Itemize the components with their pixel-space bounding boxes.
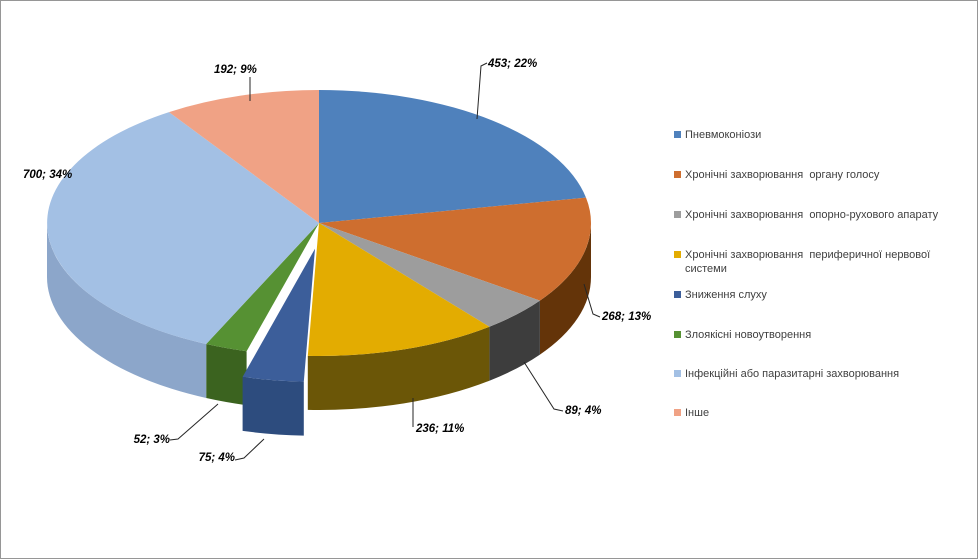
legend-swatch bbox=[674, 291, 681, 298]
data-label: 700; 34% bbox=[23, 169, 72, 181]
legend-item[interactable]: Хронічні захворювання органу голосу bbox=[674, 168, 967, 182]
legend-label: Інше bbox=[685, 407, 710, 419]
legend-item[interactable]: Інше bbox=[674, 406, 967, 420]
label-leader-line bbox=[583, 283, 601, 318]
pie-slice-wall bbox=[489, 300, 540, 381]
legend-item[interactable]: Хронічні захворювання периферичної нерво… bbox=[674, 248, 967, 276]
pie-slice[interactable] bbox=[319, 197, 592, 301]
legend-item[interactable]: Злоякісні новоутворення bbox=[674, 328, 967, 342]
legend-label: Хронічні захворювання органу голосу bbox=[685, 169, 880, 181]
legend-swatch bbox=[674, 370, 681, 377]
legend-label: Зниження слуху bbox=[685, 289, 767, 301]
legend-swatch bbox=[674, 131, 681, 138]
legend-item[interactable]: Хронічні захворювання опорно-рухового ап… bbox=[674, 208, 967, 222]
pie-slice[interactable] bbox=[307, 223, 490, 357]
pie-slice-wall bbox=[242, 376, 304, 436]
legend-item[interactable]: Зниження слуху bbox=[674, 288, 967, 302]
pie-slice[interactable] bbox=[47, 112, 320, 344]
data-label: 52; 3% bbox=[134, 434, 170, 446]
legend-label: Хронічні захворювання опорно-рухового ап… bbox=[685, 209, 939, 221]
legend-swatch bbox=[674, 171, 681, 178]
pie-slice[interactable] bbox=[319, 90, 586, 223]
label-leader-line bbox=[476, 62, 488, 120]
label-leader-line bbox=[523, 361, 564, 412]
legend-swatch bbox=[674, 331, 681, 338]
legend-label: Хронічні захворювання периферичної нерво… bbox=[685, 249, 931, 275]
pie-slice[interactable] bbox=[319, 223, 540, 327]
data-label: 236; 11% bbox=[415, 423, 464, 435]
label-leader-line bbox=[234, 438, 265, 461]
pie-slice[interactable] bbox=[206, 223, 319, 352]
data-label: 453; 22% bbox=[487, 58, 537, 70]
legend-item[interactable]: Пневмоконіози bbox=[674, 128, 967, 142]
pie-slice-wall bbox=[307, 326, 490, 411]
legend-label: Інфекційні або паразитарні захворювання bbox=[685, 368, 900, 380]
legend-item[interactable]: Інфекційні або паразитарні захворювання bbox=[674, 367, 967, 381]
legend-swatch bbox=[674, 251, 681, 258]
label-leader-line bbox=[169, 403, 219, 441]
legend-swatch bbox=[674, 409, 681, 416]
legend-swatch bbox=[674, 211, 681, 218]
pie-slice[interactable] bbox=[169, 90, 319, 223]
pie-slice-wall bbox=[206, 344, 247, 406]
data-label: 75; 4% bbox=[199, 452, 235, 464]
pie-slice-wall bbox=[539, 223, 591, 355]
pie-slice-wall bbox=[47, 223, 207, 398]
pie-slice[interactable] bbox=[242, 248, 315, 382]
data-label: 268; 13% bbox=[601, 311, 651, 323]
data-label: 192; 9% bbox=[214, 64, 257, 76]
data-label: 89; 4% bbox=[565, 405, 601, 417]
legend-label: Злоякісні новоутворення bbox=[685, 329, 812, 341]
legend-label: Пневмоконіози bbox=[685, 129, 762, 141]
